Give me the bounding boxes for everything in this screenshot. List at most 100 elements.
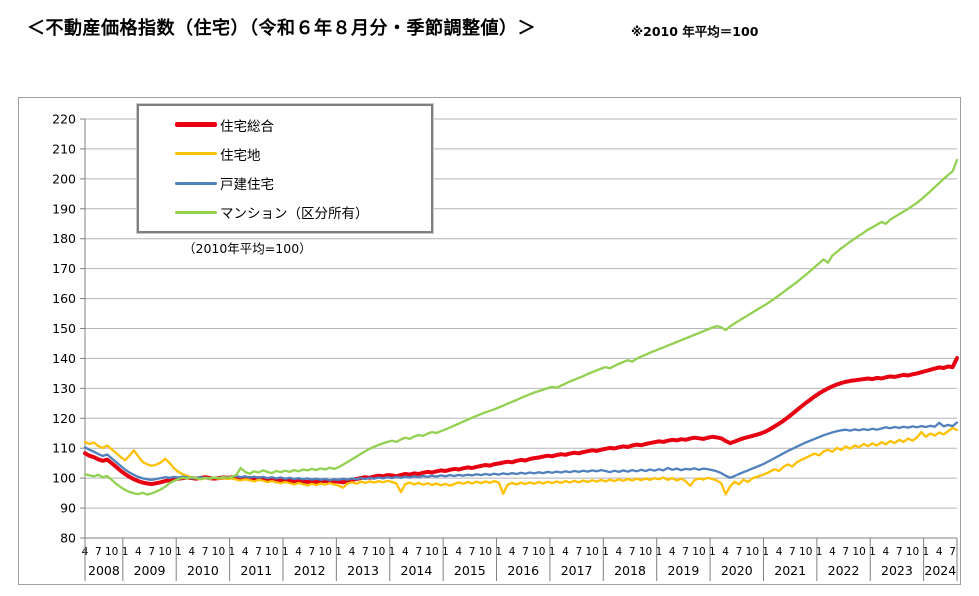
y-tick-label: 160 — [52, 291, 76, 306]
x-month-label: 4 — [188, 546, 195, 558]
legend-item-jutakuchi: 住宅地 — [175, 141, 431, 167]
x-year-label: 2013 — [347, 563, 379, 578]
x-month-label: 4 — [936, 546, 943, 558]
x-month-label: 7 — [255, 546, 262, 558]
x-month-label: 10 — [692, 546, 705, 558]
x-month-label: 1 — [335, 546, 342, 558]
x-month-label: 1 — [549, 546, 556, 558]
x-year-label: 2021 — [774, 563, 806, 578]
x-month-label: 1 — [869, 546, 876, 558]
x-month-label: 4 — [616, 546, 623, 558]
x-month-label: 4 — [295, 546, 302, 558]
x-month-label: 4 — [722, 546, 729, 558]
y-tick-label: 190 — [52, 201, 76, 216]
x-month-label: 1 — [442, 546, 449, 558]
y-tick-label: 170 — [52, 261, 76, 276]
x-month-label: 10 — [158, 546, 171, 558]
x-month-label: 7 — [736, 546, 743, 558]
x-year-label: 2008 — [88, 563, 120, 578]
page-note: ※2010 年平均＝100 — [631, 24, 759, 39]
x-month-label: 7 — [842, 546, 849, 558]
y-tick-label: 210 — [52, 141, 76, 156]
x-month-label: 1 — [656, 546, 663, 558]
x-month-label: 1 — [923, 546, 930, 558]
x-month-label: 10 — [746, 546, 759, 558]
x-year-label: 2014 — [401, 563, 433, 578]
y-tick-label: 90 — [60, 501, 76, 516]
y-tick-label: 180 — [52, 231, 76, 246]
legend-swatch-jutakuchi — [175, 152, 217, 156]
x-month-label: 4 — [882, 546, 889, 558]
y-tick-label: 200 — [52, 171, 76, 186]
x-month-label: 10 — [639, 546, 652, 558]
x-month-label: 7 — [202, 546, 209, 558]
chart-svg: 8090100110120130140150160170180190200210… — [52, 112, 959, 581]
page-title: ＜不動産価格指数（住宅）（令和６年８月分・季節調整値）＞ — [27, 18, 536, 39]
x-month-label: 10 — [852, 546, 865, 558]
legend-swatch-sogo — [175, 122, 217, 128]
x-month-label: 7 — [789, 546, 796, 558]
x-month-label: 4 — [776, 546, 783, 558]
x-month-label: 7 — [148, 546, 155, 558]
y-tick-label: 220 — [52, 112, 76, 127]
x-month-label: 7 — [896, 546, 903, 558]
series-line-0 — [83, 356, 959, 487]
y-tick-label: 110 — [52, 441, 76, 456]
legend-item-kodate: 戸建住宅 — [175, 170, 431, 196]
series-line-1 — [83, 426, 959, 496]
x-month-label: 10 — [319, 546, 332, 558]
x-month-label: 7 — [469, 546, 476, 558]
x-year-label: 2018 — [614, 563, 646, 578]
x-month-label: 7 — [95, 546, 102, 558]
x-month-label: 10 — [479, 546, 492, 558]
y-tick-label: 140 — [52, 351, 76, 366]
x-year-label: 2009 — [134, 563, 166, 578]
x-month-label: 10 — [265, 546, 278, 558]
legend-label-kodate: 戸建住宅 — [220, 177, 274, 194]
y-tick-label: 80 — [60, 531, 76, 546]
legend-label-sogo: 住宅総合 — [220, 118, 274, 135]
x-month-label: 1 — [602, 546, 609, 558]
x-month-label: 7 — [415, 546, 422, 558]
x-month-label: 10 — [372, 546, 385, 558]
x-month-label: 1 — [389, 546, 396, 558]
x-month-label: 1 — [228, 546, 235, 558]
x-month-label: 7 — [682, 546, 689, 558]
x-month-label: 7 — [309, 546, 316, 558]
legend-swatch-mansion — [175, 210, 217, 214]
x-month-label: 4 — [829, 546, 836, 558]
x-year-label: 2016 — [507, 563, 539, 578]
x-month-label: 10 — [105, 546, 118, 558]
legend-item-sogo: 住宅総合 — [175, 112, 431, 138]
x-month-label: 7 — [362, 546, 369, 558]
x-month-label: 10 — [906, 546, 919, 558]
x-year-label: 2023 — [881, 563, 913, 578]
x-month-label: 4 — [349, 546, 356, 558]
legend-label-mansion: マンション（区分所有） — [220, 206, 369, 223]
x-year-label: 2020 — [721, 563, 753, 578]
x-month-label: 1 — [495, 546, 502, 558]
x-month-label: 1 — [762, 546, 769, 558]
y-tick-label: 100 — [52, 471, 76, 486]
x-month-label: 10 — [425, 546, 438, 558]
x-year-label: 2011 — [240, 563, 272, 578]
x-month-label: 4 — [135, 546, 142, 558]
y-tick-label: 150 — [52, 321, 76, 336]
x-month-label: 1 — [282, 546, 289, 558]
x-year-label: 2012 — [294, 563, 326, 578]
x-month-label: 7 — [522, 546, 529, 558]
x-month-label: 10 — [532, 546, 545, 558]
x-month-label: 7 — [949, 546, 956, 558]
x-month-label: 1 — [709, 546, 716, 558]
axis-note: （2010年平均=100） — [183, 241, 312, 256]
x-year-label: 2017 — [561, 563, 593, 578]
x-month-label: 1 — [175, 546, 182, 558]
y-tick-label: 120 — [52, 411, 76, 426]
x-month-label: 4 — [669, 546, 676, 558]
y-tick-label: 130 — [52, 381, 76, 396]
x-year-label: 2010 — [187, 563, 219, 578]
x-month-label: 4 — [455, 546, 462, 558]
x-month-label: 10 — [799, 546, 812, 558]
series-line-3 — [83, 158, 959, 496]
x-month-label: 4 — [402, 546, 409, 558]
